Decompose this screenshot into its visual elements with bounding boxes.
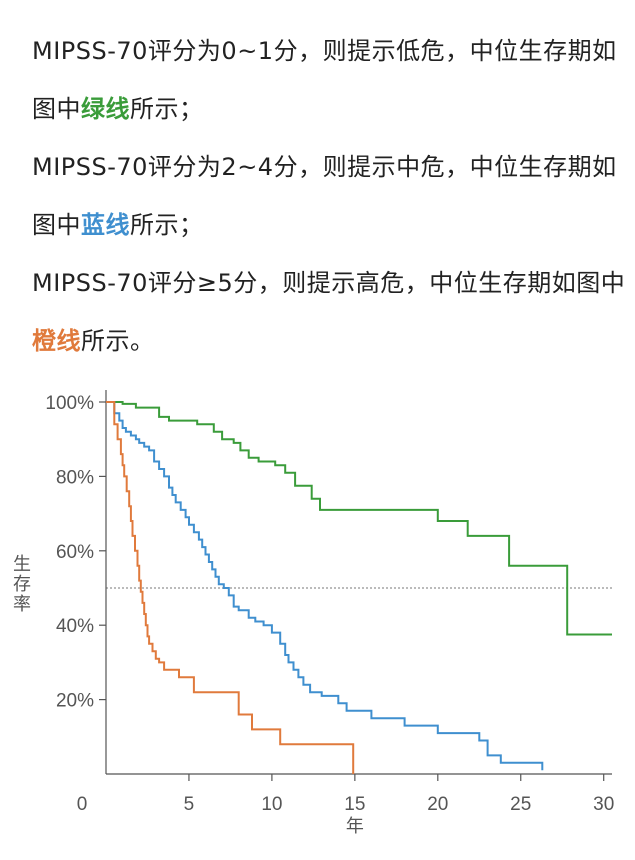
axes (99, 390, 612, 781)
highlight-green-line: 绿线 (81, 95, 130, 123)
x-axis-title: 年 (346, 816, 364, 837)
paragraph-mid-end: 所示； (130, 211, 204, 239)
y-tick-label: 60% (56, 542, 94, 563)
highlight-blue-line: 蓝线 (81, 211, 130, 239)
series-mid-risk-line (106, 401, 544, 771)
x-tick-label: 0 (77, 794, 88, 815)
survival-chart: 20% 40% 60% 80% 100% 0 5 10 15 20 25 30 生存率 年 (13, 390, 614, 837)
paragraph-high-end: 所示。 (81, 327, 155, 355)
highlight-orange-line: 橙线 (32, 327, 81, 355)
paragraph-high-risk: MIPSS-70评分≥5分，则提示高危，中位生存期如图中橙线所示。 (32, 254, 627, 370)
paragraph-low-risk: MIPSS-70评分为0~1分，则提示低危，中位生存期如图中绿线所示； (32, 22, 627, 138)
y-axis-title: 生存率 (13, 554, 31, 615)
series-high-risk-line (106, 401, 355, 774)
paragraph-low-text: MIPSS-70评分为0~1分，则提示低危，中位生存期如图中 (32, 37, 617, 123)
paragraph-mid-risk: MIPSS-70评分为2~4分，则提示中危，中位生存期如图中蓝线所示； (32, 138, 627, 254)
x-tick-label: 15 (344, 794, 365, 815)
x-tick-label: 10 (261, 794, 282, 815)
x-tick-label: 20 (427, 794, 448, 815)
x-tick-label: 30 (593, 794, 614, 815)
y-tick-label: 100% (45, 393, 94, 414)
series-low-risk-line (106, 401, 612, 636)
paragraph-high-text: MIPSS-70评分≥5分，则提示高危，中位生存期如图中 (32, 269, 626, 297)
paragraph-mid-text: MIPSS-70评分为2~4分，则提示中危，中位生存期如图中 (32, 153, 617, 239)
tick-labels: 20% 40% 60% 80% 100% 0 5 10 15 20 25 30 (45, 393, 614, 815)
series-layer (106, 401, 612, 774)
x-tick-label: 25 (510, 794, 531, 815)
x-tick-label: 5 (184, 794, 195, 815)
paragraph-low-end: 所示； (130, 95, 204, 123)
y-tick-label: 80% (56, 467, 94, 488)
y-tick-label: 20% (56, 691, 94, 712)
y-tick-label: 40% (56, 616, 94, 637)
